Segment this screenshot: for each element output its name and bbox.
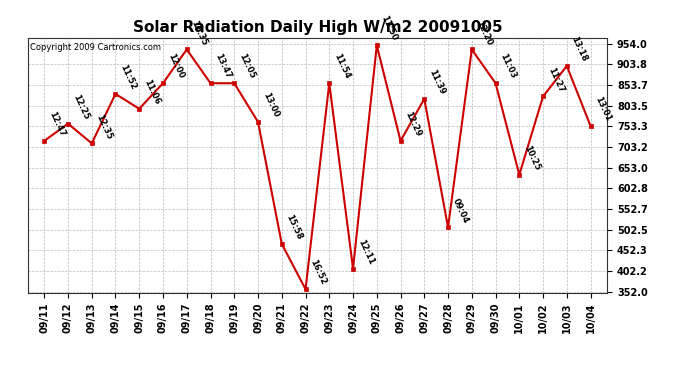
Text: 12:11: 12:11 xyxy=(356,238,375,266)
Text: 12:05: 12:05 xyxy=(237,53,257,81)
Text: Copyright 2009 Cartronics.com: Copyright 2009 Cartronics.com xyxy=(30,43,161,52)
Text: 13:01: 13:01 xyxy=(593,95,613,123)
Text: 12:35: 12:35 xyxy=(190,19,209,46)
Text: 12:00: 12:00 xyxy=(166,53,185,81)
Text: 11:03: 11:03 xyxy=(498,53,518,81)
Text: 12:47: 12:47 xyxy=(47,110,66,138)
Text: 15:58: 15:58 xyxy=(284,213,304,241)
Text: 16:52: 16:52 xyxy=(308,258,328,286)
Text: 12:20: 12:20 xyxy=(475,19,494,46)
Text: 11:39: 11:39 xyxy=(427,68,446,96)
Text: 12:35: 12:35 xyxy=(95,112,114,141)
Text: 10:25: 10:25 xyxy=(522,144,542,172)
Title: Solar Radiation Daily High W/m2 20091005: Solar Radiation Daily High W/m2 20091005 xyxy=(132,20,502,35)
Text: 11:27: 11:27 xyxy=(546,66,565,94)
Text: 11:52: 11:52 xyxy=(118,63,138,91)
Text: 13:00: 13:00 xyxy=(261,92,280,119)
Text: 09:04: 09:04 xyxy=(451,197,470,225)
Text: 13:47: 13:47 xyxy=(213,53,233,81)
Text: 12:29: 12:29 xyxy=(404,110,423,138)
Text: 11:54: 11:54 xyxy=(332,52,352,81)
Text: 11:06: 11:06 xyxy=(142,78,161,106)
Text: 11:50: 11:50 xyxy=(380,15,399,42)
Text: 13:18: 13:18 xyxy=(570,35,589,63)
Text: 12:25: 12:25 xyxy=(71,93,90,121)
